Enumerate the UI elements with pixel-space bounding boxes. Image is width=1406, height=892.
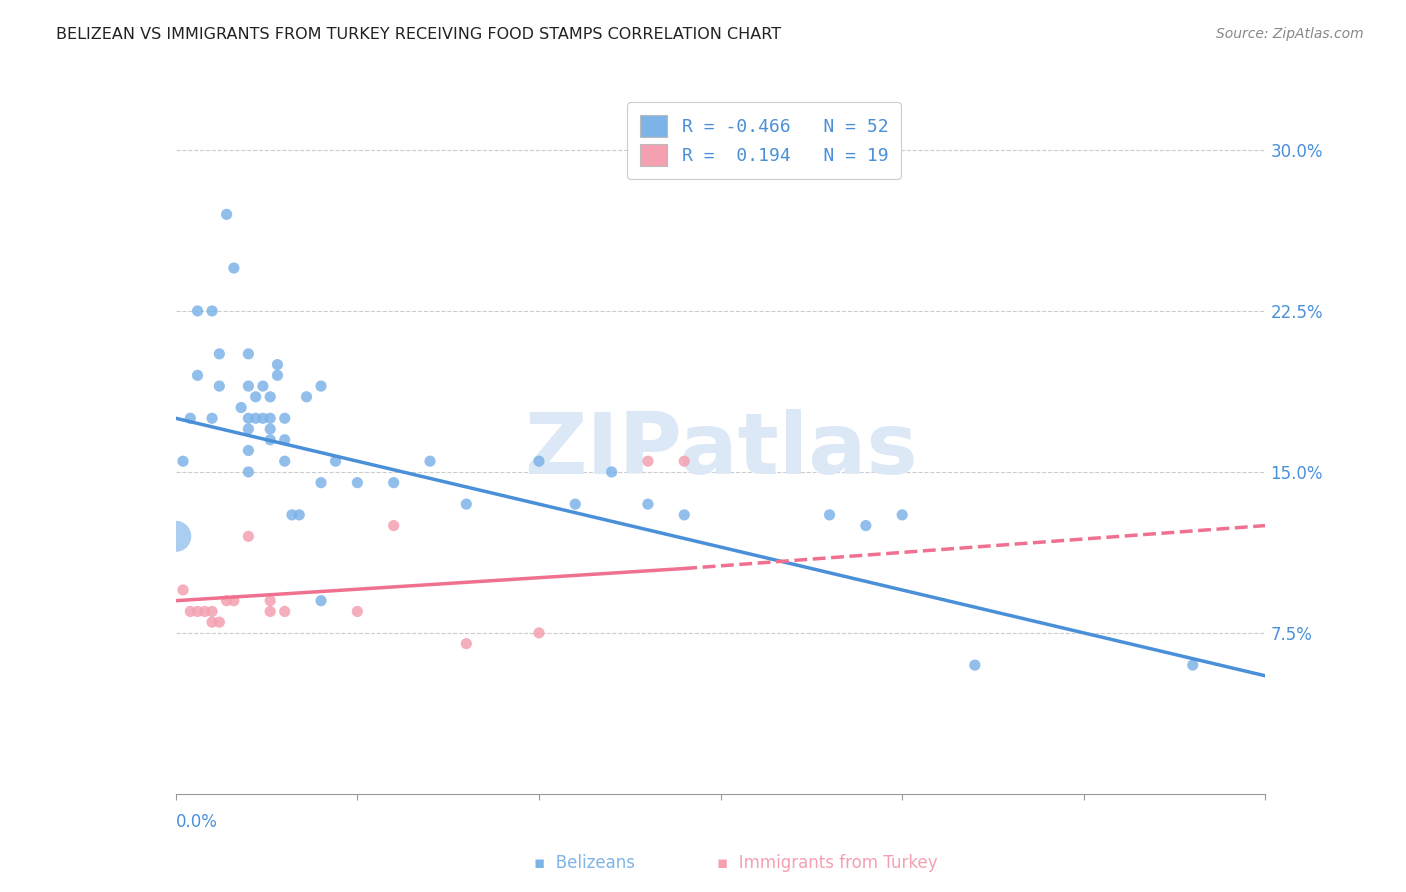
Point <box>600 465 623 479</box>
Text: BELIZEAN VS IMMIGRANTS FROM TURKEY RECEIVING FOOD STAMPS CORRELATION CHART: BELIZEAN VS IMMIGRANTS FROM TURKEY RECEI… <box>56 27 782 42</box>
Point <box>245 390 267 404</box>
Point <box>238 422 260 436</box>
Point <box>238 347 260 361</box>
Point <box>194 604 217 618</box>
Point <box>309 475 332 490</box>
Point <box>274 604 297 618</box>
Point <box>201 304 224 318</box>
Point <box>346 604 368 618</box>
Point <box>295 390 318 404</box>
Point <box>215 207 238 221</box>
Point <box>259 390 281 404</box>
Point <box>288 508 311 522</box>
Text: ▪  Immigrants from Turkey: ▪ Immigrants from Turkey <box>717 855 938 872</box>
Point <box>179 604 201 618</box>
Legend: R = -0.466   N = 52, R =  0.194   N = 19: R = -0.466 N = 52, R = 0.194 N = 19 <box>627 103 901 179</box>
Point <box>637 454 659 468</box>
Point <box>252 379 274 393</box>
Point <box>818 508 841 522</box>
Point <box>564 497 586 511</box>
Point <box>1181 658 1204 673</box>
Point <box>201 615 224 630</box>
Point <box>456 497 478 511</box>
Point <box>172 582 194 597</box>
Point <box>259 604 281 618</box>
Point <box>274 454 297 468</box>
Point <box>252 411 274 425</box>
Point <box>238 411 260 425</box>
Point <box>274 411 297 425</box>
Point <box>172 454 194 468</box>
Point <box>382 475 405 490</box>
Point <box>274 433 297 447</box>
Point <box>222 260 245 275</box>
Point <box>208 379 231 393</box>
Point <box>165 529 187 543</box>
Point <box>215 593 238 607</box>
Point <box>527 454 550 468</box>
Point <box>309 593 332 607</box>
Point <box>673 454 696 468</box>
Point <box>637 497 659 511</box>
Point <box>238 443 260 458</box>
Point <box>456 637 478 651</box>
Point <box>186 604 209 618</box>
Point <box>259 593 281 607</box>
Point <box>527 626 550 640</box>
Point <box>179 411 201 425</box>
Point <box>238 379 260 393</box>
Point <box>309 379 332 393</box>
Point <box>325 454 347 468</box>
Text: Source: ZipAtlas.com: Source: ZipAtlas.com <box>1216 27 1364 41</box>
Point <box>245 411 267 425</box>
Point <box>963 658 986 673</box>
Text: ZIPatlas: ZIPatlas <box>523 409 918 492</box>
Point <box>259 433 281 447</box>
Point <box>673 508 696 522</box>
Point <box>222 593 245 607</box>
Point <box>201 411 224 425</box>
Point <box>201 604 224 618</box>
Point <box>382 518 405 533</box>
Text: 0.0%: 0.0% <box>176 814 218 831</box>
Text: ▪  Belizeans: ▪ Belizeans <box>534 855 636 872</box>
Point <box>281 508 304 522</box>
Point <box>266 358 288 372</box>
Point <box>259 411 281 425</box>
Point <box>346 475 368 490</box>
Point <box>266 368 288 383</box>
Point <box>891 508 914 522</box>
Point <box>238 529 260 543</box>
Point <box>238 465 260 479</box>
Point <box>186 304 209 318</box>
Point <box>231 401 253 415</box>
Point <box>208 347 231 361</box>
Point <box>259 422 281 436</box>
Point <box>208 615 231 630</box>
Point <box>186 368 209 383</box>
Point <box>855 518 877 533</box>
Point <box>419 454 441 468</box>
